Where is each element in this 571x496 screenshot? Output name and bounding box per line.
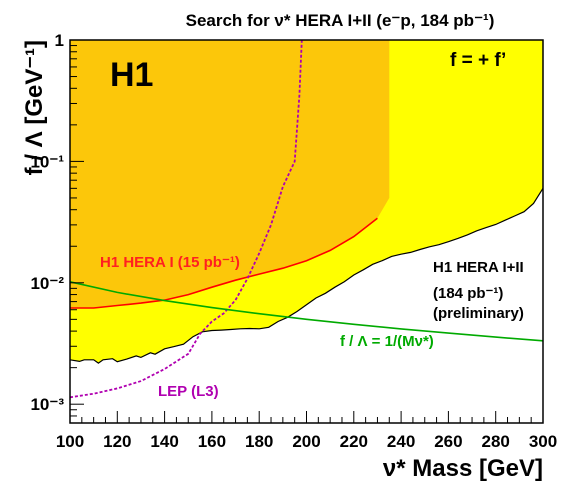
preliminary-label: (preliminary) xyxy=(433,305,524,322)
hera12-label: H1 HERA I+II xyxy=(433,259,524,276)
hera12-lumi-label: (184 pb⁻¹) xyxy=(433,285,503,302)
x-tick-label: 260 xyxy=(434,432,462,451)
x-tick-label: 160 xyxy=(198,432,226,451)
lep-label: LEP (L3) xyxy=(158,383,219,400)
theory-line xyxy=(69,281,544,342)
x-tick-label: 180 xyxy=(245,432,273,451)
y-tick-label: 10⁻³ xyxy=(30,395,64,414)
hera1-limit-line xyxy=(70,217,378,309)
x-tick-label: 140 xyxy=(150,432,178,451)
hera1-excluded-region xyxy=(70,40,390,308)
x-tick-label: 240 xyxy=(387,432,415,451)
y-tick-label: 10⁻² xyxy=(30,274,64,293)
x-axis-ticks: 100 120 140 160 180 200 220 240 260 280 300 xyxy=(56,411,557,451)
y-tick-label: 1 xyxy=(55,31,64,50)
x-axis-title: ν* Mass [GeV] xyxy=(383,455,543,482)
x-tick-label: 120 xyxy=(103,432,131,451)
x-tick-label: 280 xyxy=(482,432,510,451)
theory-label: f / Λ = 1/(Mν*) xyxy=(340,333,434,350)
y-tick-label: 10⁻¹ xyxy=(30,152,64,171)
x-tick-label: 100 xyxy=(56,432,84,451)
x-tick-label: 300 xyxy=(529,432,557,451)
plot-area: 100 120 140 160 180 200 220 240 260 280 300 110⁻¹1… xyxy=(30,31,557,451)
chart-title: Search for ν* HERA I+II (e⁻p, 184 pb⁻¹) xyxy=(186,11,495,30)
hera12-limit-line xyxy=(69,187,544,364)
y-axis-title: f / Λ [GeV⁻¹] xyxy=(21,40,48,175)
x-tick-label: 200 xyxy=(292,432,320,451)
coupling-label: f = + f’ xyxy=(450,50,506,71)
y-axis-ticks: 1 10⁻¹ 10⁻² 10⁻³ xyxy=(30,31,84,424)
lep-limit-line xyxy=(69,39,303,399)
experiment-label: H1 xyxy=(110,56,153,94)
hera1-label: H1 HERA I (15 pb⁻¹) xyxy=(100,254,240,271)
x-tick-label: 220 xyxy=(340,432,368,451)
